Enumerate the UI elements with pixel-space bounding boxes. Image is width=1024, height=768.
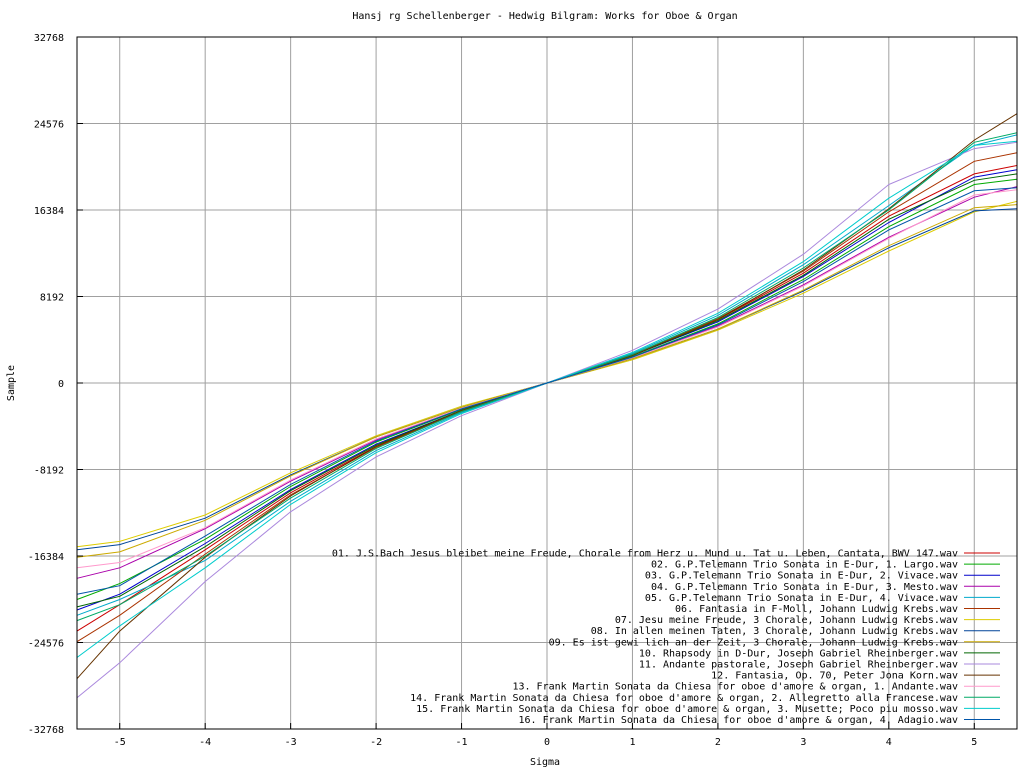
y-tick-label: -24576 [28,639,64,650]
series-line-16 [76,187,1018,595]
x-tick-label: 4 [886,737,892,748]
legend-entry-13: 13. Frank Martin Sonata da Chiesa for ob… [512,682,958,693]
legend-entry-9: 09. Es ist gewi lich an der Zeit, 3 Chor… [549,637,958,648]
legend-entry-2: 02. G.P.Telemann Trio Sonata in E-Dur, 1… [651,560,958,571]
y-tick-label: 16384 [34,206,64,217]
chart-title: Hansj rg Schellenberger - Hedwig Bilgram… [352,11,737,22]
y-tick-label: -8192 [34,466,64,477]
y-tick-label: 24576 [34,120,64,131]
x-tick-label: 3 [800,737,806,748]
legend: 01. J.S.Bach Jesus bleibet meine Freude,… [332,549,1000,726]
y-tick-label: -16384 [28,552,64,563]
x-tick-label: 0 [544,737,550,748]
x-tick-label: 5 [971,737,977,748]
legend-entry-14: 14. Frank Martin Sonata da Chiesa for ob… [410,693,958,704]
y-axis-label: Sample [6,365,17,401]
x-axis-label: Sigma [530,757,560,768]
grid [77,37,1017,729]
legend-entry-16: 16. Frank Martin Sonata da Chiesa for ob… [519,715,959,726]
y-tick-label: 8192 [40,293,64,304]
x-tick-label: -3 [285,737,297,748]
legend-entry-7: 07. Jesu meine Freude, 3 Chorale, Johann… [615,615,958,626]
x-tick-label: 1 [629,737,635,748]
legend-entry-15: 15. Frank Martin Sonata da Chiesa for ob… [416,704,958,715]
legend-entry-5: 05. G.P.Telemann Trio Sonata in E-Dur, 4… [645,593,958,604]
legend-entry-11: 11. Andante pastorale, Joseph Gabriel Rh… [639,660,958,671]
x-tick-label: -5 [114,737,126,748]
axis-ticks: -5 -4 -3 -2 -1 0 1 2 3 4 5 -32768 -24576 -16384 -8192 0… [28,33,977,748]
y-tick-label: 32768 [34,33,64,44]
series-lines [76,113,1018,699]
legend-entry-10: 10. Rhapsody in D-Dur, Joseph Gabriel Rh… [639,648,958,659]
x-tick-label: 2 [715,737,721,748]
y-tick-label: 0 [58,379,64,390]
x-tick-label: -1 [456,737,468,748]
legend-entry-4: 04. G.P.Telemann Trio Sonata in E-Dur, 3… [651,582,958,593]
legend-entry-6: 06. Fantasia in F-Moll, Johann Ludwig Kr… [675,604,958,615]
x-tick-label: -4 [199,737,211,748]
legend-entry-12: 12. Fantasia, Op. 70, Peter Jona Korn.wa… [711,671,958,682]
x-tick-label: -2 [370,737,382,748]
legend-entry-1: 01. J.S.Bach Jesus bleibet meine Freude,… [332,549,958,560]
legend-entry-3: 03. G.P.Telemann Trio Sonata in E-Dur, 2… [645,571,958,582]
y-tick-label: -32768 [28,725,64,736]
legend-entry-8: 08. In allen meinen Taten, 3 Chorale, Jo… [591,626,958,637]
